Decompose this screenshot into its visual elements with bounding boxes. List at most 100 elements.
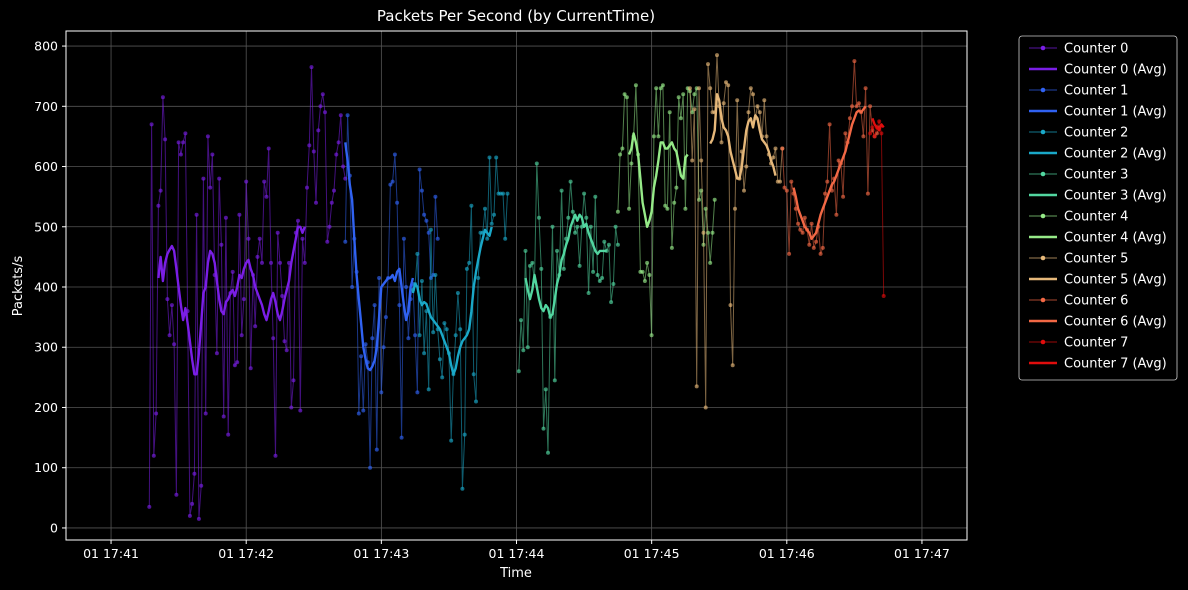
- series-avg-line: [524, 213, 607, 319]
- legend-entry: Counter 0: [1029, 42, 1128, 57]
- data-point: [525, 345, 530, 350]
- data-point: [712, 197, 717, 202]
- data-point: [298, 408, 303, 413]
- legend-label: Counter 2 (Avg): [1064, 147, 1167, 162]
- data-point: [807, 242, 812, 247]
- data-point: [541, 426, 546, 431]
- legend-swatch-marker: [1040, 45, 1046, 51]
- data-point: [219, 242, 224, 247]
- legend-label: Counter 5: [1064, 252, 1128, 267]
- legend-entry: Counter 4 (Avg): [1029, 231, 1167, 246]
- legend-label: Counter 1: [1064, 84, 1128, 99]
- data-point: [388, 182, 393, 187]
- legend-label: Counter 3 (Avg): [1064, 189, 1167, 204]
- data-point: [742, 188, 746, 193]
- data-point: [850, 104, 855, 109]
- data-point: [289, 405, 294, 410]
- data-point: [683, 206, 688, 211]
- x-tick-label: 01 17:47: [894, 546, 950, 561]
- series-avg-line: [871, 117, 885, 132]
- data-point: [284, 348, 289, 353]
- data-point: [681, 92, 686, 97]
- data-point: [458, 327, 463, 332]
- data-point: [584, 215, 589, 220]
- legend-label: Counter 7: [1064, 336, 1128, 351]
- data-point: [555, 248, 559, 253]
- data-point: [586, 291, 591, 295]
- data-point: [471, 372, 476, 377]
- data-point: [505, 191, 510, 196]
- x-tick-label: 01 17:46: [759, 546, 815, 561]
- data-point: [264, 194, 269, 199]
- legend-label: Counter 7 (Avg): [1064, 357, 1167, 372]
- data-point: [291, 378, 296, 383]
- legend-entry: Counter 5 (Avg): [1029, 273, 1167, 288]
- data-point: [147, 504, 152, 509]
- data-point: [370, 336, 375, 341]
- x-tick-label: 01 17:41: [83, 546, 139, 561]
- data-point: [426, 387, 431, 392]
- data-point: [257, 236, 262, 241]
- data-point: [782, 185, 787, 190]
- data-point: [325, 239, 330, 244]
- legend-entry: Counter 6: [1029, 294, 1128, 309]
- data-point: [431, 330, 436, 335]
- data-point: [305, 185, 309, 190]
- data-point: [543, 387, 548, 392]
- data-point: [602, 239, 607, 244]
- data-point: [597, 279, 602, 283]
- series-avg-line: [709, 92, 777, 180]
- data-point: [568, 179, 573, 184]
- data-point: [674, 185, 679, 190]
- data-point: [575, 224, 580, 229]
- data-point: [327, 224, 332, 229]
- data-point: [591, 269, 596, 274]
- legend-label: Counter 1 (Avg): [1064, 105, 1167, 120]
- data-point: [241, 297, 246, 302]
- data-point: [728, 303, 733, 308]
- data-point: [417, 333, 422, 338]
- data-point: [690, 158, 695, 163]
- data-point: [624, 95, 629, 100]
- data-point: [701, 230, 706, 235]
- data-point: [174, 492, 179, 497]
- data-point: [863, 86, 868, 91]
- data-point: [667, 110, 672, 115]
- data-point: [201, 176, 206, 181]
- x-tick-label: 01 17:42: [218, 546, 274, 561]
- y-tick-label: 800: [34, 39, 58, 54]
- data-point: [656, 134, 661, 139]
- data-point: [588, 224, 593, 229]
- data-point: [748, 86, 753, 91]
- data-point: [248, 366, 253, 371]
- data-point: [158, 188, 163, 193]
- data-point: [877, 119, 882, 124]
- data-point: [516, 369, 521, 374]
- data-point: [230, 269, 235, 274]
- x-tick-label: 01 17:43: [353, 546, 409, 561]
- data-point: [550, 224, 555, 229]
- legend-label: Counter 2: [1064, 126, 1128, 141]
- legend-label: Counter 4: [1064, 210, 1128, 225]
- data-point: [199, 483, 204, 488]
- data-point: [419, 188, 424, 193]
- data-point: [809, 221, 814, 226]
- series-counter-3: [516, 161, 620, 455]
- data-point: [861, 134, 866, 139]
- data-point: [334, 152, 339, 157]
- data-point: [703, 405, 708, 410]
- data-point: [232, 363, 237, 368]
- data-point: [710, 230, 715, 235]
- data-point: [521, 348, 526, 353]
- y-tick-label: 600: [34, 159, 58, 174]
- y-tick-label: 100: [34, 460, 58, 475]
- y-tick-label: 0: [50, 520, 58, 535]
- data-point: [440, 375, 445, 380]
- data-point: [645, 260, 650, 265]
- data-point: [433, 273, 438, 277]
- data-point: [843, 131, 848, 136]
- data-point: [203, 411, 208, 416]
- data-point: [442, 321, 447, 326]
- legend-label: Counter 6 (Avg): [1064, 315, 1167, 330]
- data-point: [771, 155, 776, 160]
